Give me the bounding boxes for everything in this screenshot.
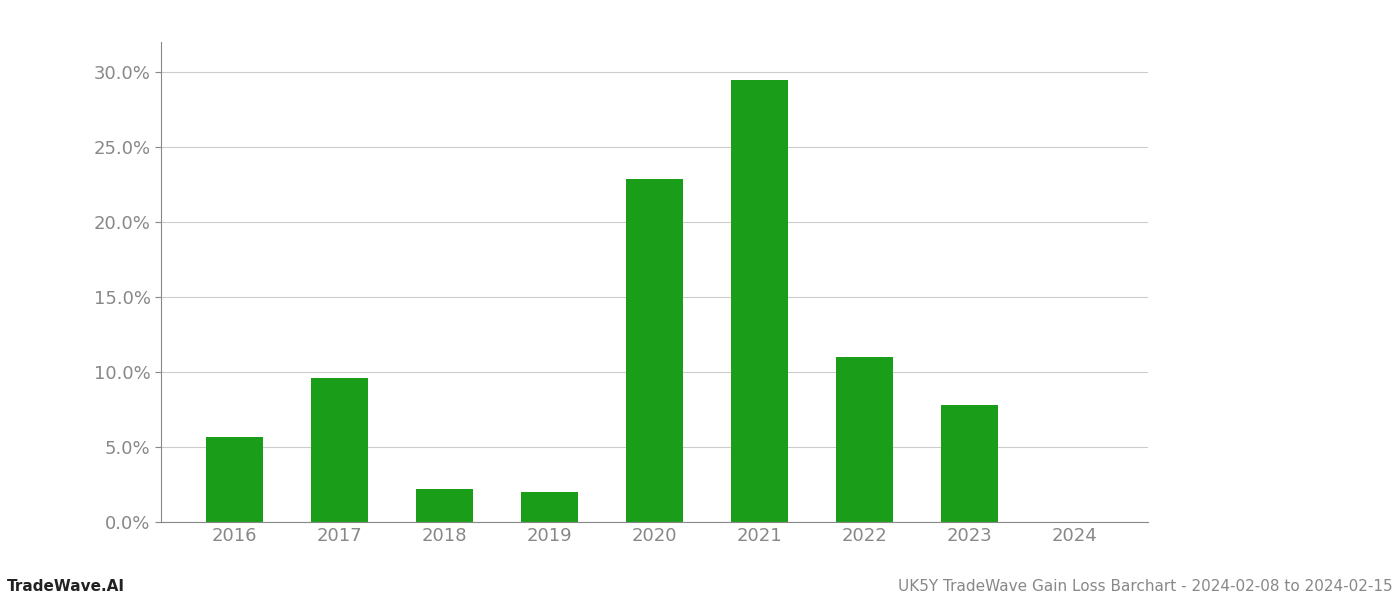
Bar <box>206 437 263 522</box>
Bar <box>731 79 788 522</box>
Bar <box>521 492 578 522</box>
Bar <box>416 489 473 522</box>
Text: UK5Y TradeWave Gain Loss Barchart - 2024-02-08 to 2024-02-15: UK5Y TradeWave Gain Loss Barchart - 2024… <box>899 579 1393 594</box>
Bar <box>626 179 683 522</box>
Bar <box>311 378 368 522</box>
Text: TradeWave.AI: TradeWave.AI <box>7 579 125 594</box>
Bar <box>941 405 998 522</box>
Bar <box>836 357 893 522</box>
